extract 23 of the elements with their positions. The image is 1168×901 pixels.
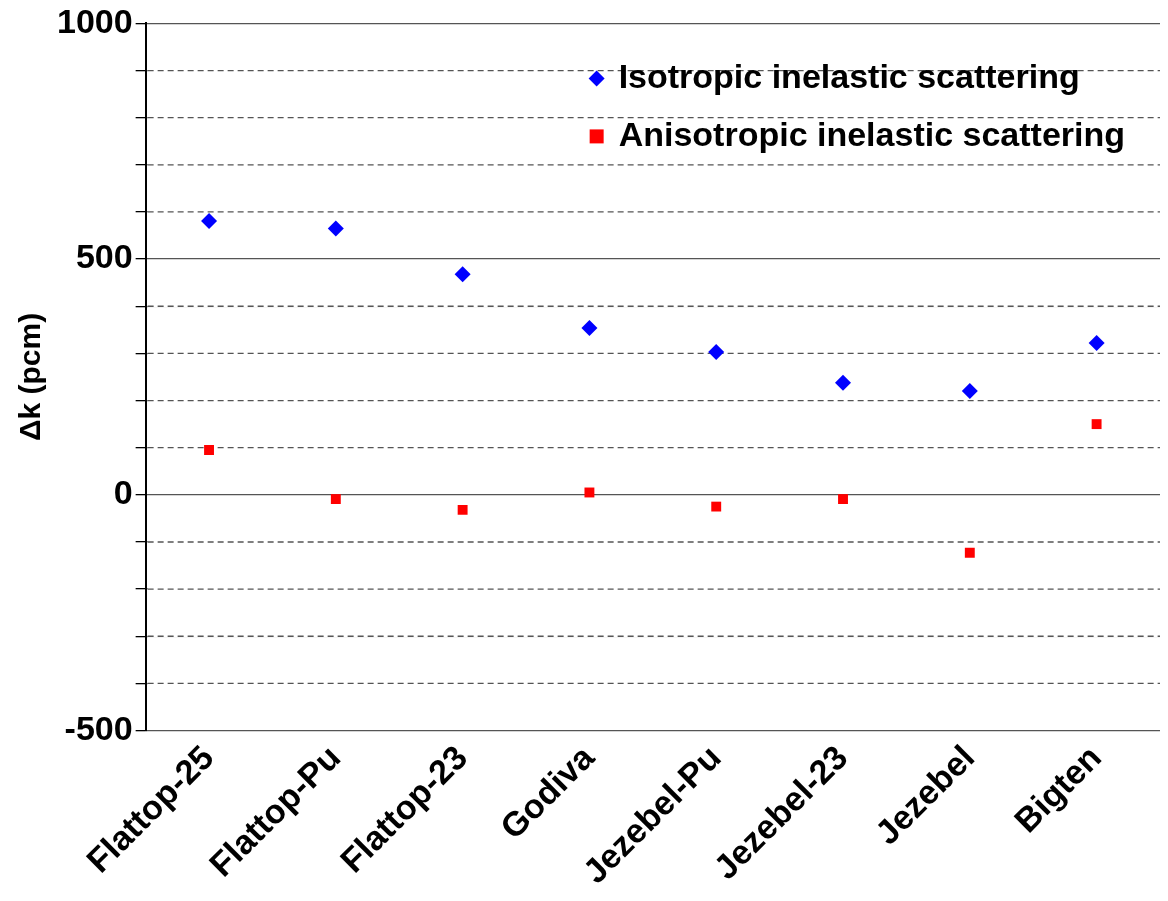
point xyxy=(964,547,975,558)
point xyxy=(457,504,468,515)
point xyxy=(581,319,598,336)
y-tick-label: 1000 xyxy=(57,1,133,40)
point xyxy=(584,487,595,498)
legend-label: Isotropic inelastic scattering xyxy=(618,56,1080,95)
point xyxy=(1088,335,1105,352)
point xyxy=(454,266,471,283)
point xyxy=(838,494,848,505)
point xyxy=(835,374,852,391)
point xyxy=(961,383,978,400)
point xyxy=(201,212,218,229)
point xyxy=(708,343,725,360)
y-tick-label: 500 xyxy=(75,237,133,276)
y-tick-label: 0 xyxy=(113,473,133,512)
point xyxy=(327,220,344,237)
legend-label: Anisotropic inelastic scattering xyxy=(618,114,1126,153)
y-axis-title: Δk (pcm) xyxy=(13,312,47,442)
point xyxy=(330,494,341,505)
y-tick-label: -500 xyxy=(64,708,133,747)
point xyxy=(711,501,722,512)
point xyxy=(1091,419,1102,430)
point xyxy=(204,445,214,455)
